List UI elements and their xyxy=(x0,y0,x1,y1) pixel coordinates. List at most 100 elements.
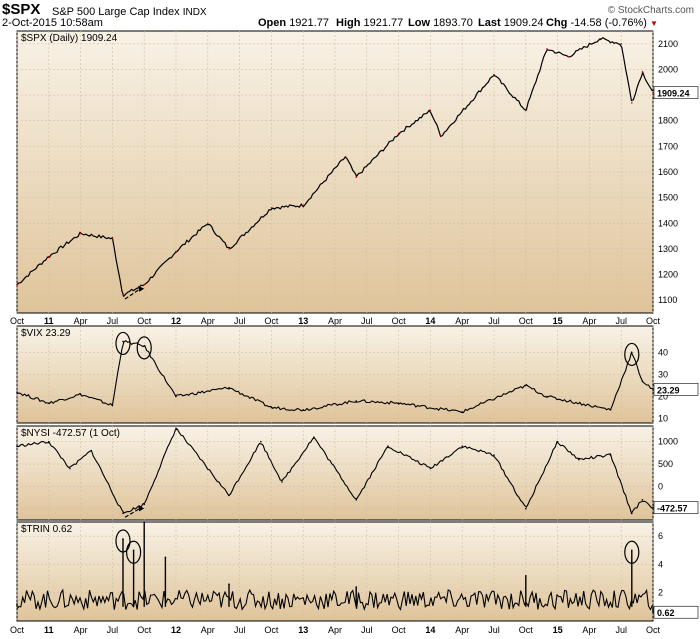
x-month-label: Apr xyxy=(328,316,342,326)
x-month-label: Jul xyxy=(107,316,119,326)
data-point xyxy=(609,408,612,411)
data-point xyxy=(175,395,177,398)
x-month-label: Apr xyxy=(74,625,88,635)
annotation-circle xyxy=(136,336,152,360)
data-point xyxy=(493,73,495,76)
data-point xyxy=(567,55,569,58)
series-line xyxy=(16,36,653,298)
data-point xyxy=(429,467,432,470)
x-year-label: 15 xyxy=(553,316,563,326)
y-tick-label: 1700 xyxy=(658,141,678,151)
x-month-label: Jul xyxy=(488,316,500,326)
x-year-label: 14 xyxy=(425,316,435,326)
x-year-label: 15 xyxy=(553,625,563,635)
last-value-text: 23.29 xyxy=(657,385,680,395)
data-point xyxy=(355,176,358,178)
high-label: High xyxy=(336,17,361,29)
data-point xyxy=(440,135,442,137)
y-tick-label: 1300 xyxy=(658,244,678,254)
x-month-label: Jul xyxy=(615,316,627,326)
data-point xyxy=(546,395,548,398)
change-value: -14.58 (-0.76%) xyxy=(570,17,647,29)
x-month-label: Oct xyxy=(392,625,407,635)
x-month-label: Oct xyxy=(10,316,25,326)
data-point xyxy=(228,494,230,497)
data-point xyxy=(429,109,432,112)
data-point xyxy=(164,556,167,559)
datetime: 2-Oct-2015 10:58am xyxy=(2,17,103,29)
data-point xyxy=(652,611,654,614)
x-year-label: 12 xyxy=(171,625,181,635)
last-value-text: -472.57 xyxy=(657,504,688,514)
data-point xyxy=(69,467,71,470)
y-tick-label: 4 xyxy=(658,559,663,569)
x-month-label: Jul xyxy=(361,625,373,635)
data-point xyxy=(122,512,124,515)
data-point xyxy=(260,440,262,443)
data-point xyxy=(90,449,92,452)
data-point xyxy=(122,538,124,540)
data-point xyxy=(355,586,358,588)
y-tick-label: 1600 xyxy=(658,167,678,177)
x-month-label: Jul xyxy=(107,625,119,635)
open-quote: Open 1921.77 xyxy=(258,17,329,29)
annotation-circle xyxy=(115,331,131,356)
y-tick-label: 30 xyxy=(658,370,668,380)
x-year-label: 11 xyxy=(44,316,54,326)
annotation-arrow xyxy=(124,288,141,300)
x-month-label: Jul xyxy=(615,625,627,635)
x-month-label: Jul xyxy=(361,316,373,326)
last-value-box xyxy=(653,382,699,396)
x-month-label: Oct xyxy=(137,625,152,635)
data-point xyxy=(16,603,18,605)
x-month-label: Oct xyxy=(646,316,661,326)
header-row-1: $SPX S&P 500 Large Cap Index INDX © Stoc… xyxy=(0,1,700,19)
x-month-label: Oct xyxy=(137,316,152,326)
data-point xyxy=(397,402,400,404)
x-month-label: Jul xyxy=(234,316,246,326)
data-point xyxy=(111,237,114,240)
panel-2: 10 20 30 40 $VIX 23.29 23.29 xyxy=(16,325,699,424)
last-value-text: 0.62 xyxy=(657,608,675,618)
data-point xyxy=(344,155,347,158)
data-point xyxy=(228,583,230,586)
data-point xyxy=(493,454,495,456)
last-quote: Last 1909.24 xyxy=(478,17,543,29)
data-point xyxy=(16,445,18,447)
x-month-label: Apr xyxy=(201,625,215,635)
annotation-circle xyxy=(624,342,640,367)
panel-3: -50005001000$NYSI -472.57 (1 Oct)-472.57 xyxy=(16,425,699,521)
y-tick-label: 500 xyxy=(658,459,673,469)
data-point xyxy=(355,400,358,402)
data-point xyxy=(207,222,209,225)
data-point xyxy=(228,248,230,250)
annotation-circle xyxy=(624,540,640,564)
down-arrow-icon: ▼ xyxy=(649,19,658,28)
change-quote: Chg -14.58 (-0.76%) ▼ xyxy=(546,17,658,29)
y-tick-label: 1100 xyxy=(658,295,677,305)
data-point xyxy=(228,386,230,389)
data-point xyxy=(48,440,50,443)
x-month-label: Oct xyxy=(264,625,279,635)
data-point xyxy=(270,406,273,409)
high-quote: High 1921.77 xyxy=(336,17,403,29)
data-point xyxy=(525,384,527,387)
data-point xyxy=(16,391,18,393)
x-month-label: Oct xyxy=(646,625,661,635)
data-point xyxy=(652,506,654,509)
last-value-box xyxy=(653,605,699,619)
data-point xyxy=(79,232,82,235)
y-tick-label: 40 xyxy=(658,347,668,357)
data-point xyxy=(631,549,633,552)
data-point xyxy=(132,549,135,552)
brand-watermark: © StockCharts.com xyxy=(607,5,694,16)
series-line xyxy=(16,428,653,515)
exchange: INDX xyxy=(182,7,207,18)
data-point xyxy=(355,499,358,501)
x-month-label: Apr xyxy=(328,625,342,635)
data-point xyxy=(599,37,601,40)
data-point xyxy=(652,91,654,94)
y-tick-label: 0 xyxy=(658,481,663,491)
data-point xyxy=(302,204,305,207)
data-point xyxy=(143,284,145,286)
